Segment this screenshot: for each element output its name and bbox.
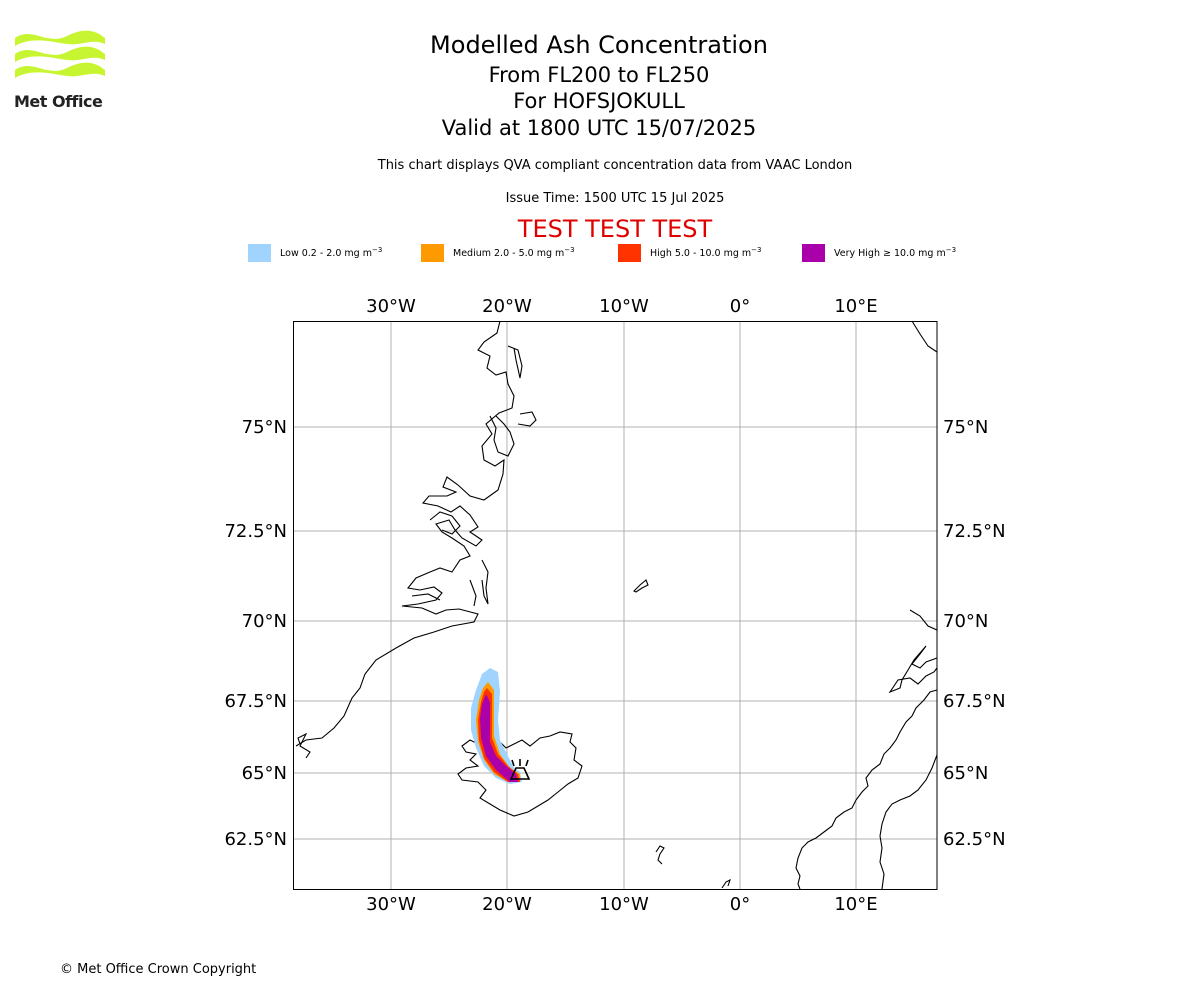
legend-label-low: Low 0.2 - 2.0 mg m−3 <box>280 246 383 260</box>
lat-label-right: 65°N <box>943 763 988 784</box>
logo-waves-icon <box>15 30 105 78</box>
lat-label-right: 72.5°N <box>943 521 1006 542</box>
chart-title: Modelled Ash Concentration <box>430 31 768 59</box>
lon-label-top: 0° <box>730 296 750 317</box>
jan-mayen-coastline <box>633 579 649 593</box>
lat-label-left: 62.5°N <box>224 829 287 850</box>
ash-zone-very-high <box>480 694 518 782</box>
greenland-coastline <box>295 320 515 747</box>
legend-item-medium: Medium 2.0 - 5.0 mg m−3 <box>421 243 575 263</box>
copyright: © Met Office Crown Copyright <box>60 962 257 977</box>
iceland-coastline <box>457 731 583 817</box>
lat-label-right: 62.5°N <box>943 829 1006 850</box>
legend-item-high: High 5.0 - 10.0 mg m−3 <box>618 243 762 263</box>
coastlines <box>295 320 938 890</box>
legend-swatch-high <box>618 244 641 262</box>
lon-labels-bottom: 30°W 20°W 10°W 0° 10°E <box>366 894 877 915</box>
flight-level-range: From FL200 to FL250 <box>488 63 710 87</box>
lon-label-bottom: 0° <box>730 894 750 915</box>
volcano-name: For HOFSJOKULL <box>513 89 685 113</box>
lon-label-bottom: 10°E <box>834 894 877 915</box>
lon-label-top: 20°W <box>482 296 532 317</box>
lon-label-top: 10°W <box>599 296 649 317</box>
volcano-icon <box>509 759 531 780</box>
legend-item-very-high: Very High ≥ 10.0 mg m−3 <box>802 243 956 263</box>
met-office-logo <box>12 28 112 94</box>
lon-label-bottom: 20°W <box>482 894 532 915</box>
valid-time: Valid at 1800 UTC 15/07/2025 <box>441 116 757 140</box>
lat-label-left: 72.5°N <box>224 521 287 542</box>
shetland-coastline <box>721 878 731 889</box>
legend: Low 0.2 - 2.0 mg m−3 Medium 2.0 - 5.0 mg… <box>0 243 1200 265</box>
lat-label-right: 70°N <box>943 611 988 632</box>
test-banner: TEST TEST TEST <box>517 215 713 243</box>
issue-time: Issue Time: 1500 UTC 15 Jul 2025 <box>505 191 725 206</box>
lat-labels-left: 75°N 72.5°N 70°N 67.5°N 65°N 62.5°N <box>224 417 287 850</box>
legend-label-medium: Medium 2.0 - 5.0 mg m−3 <box>453 246 575 260</box>
lat-label-left: 70°N <box>242 611 287 632</box>
legend-swatch-low <box>248 244 271 262</box>
legend-swatch-very-high <box>802 244 825 262</box>
logo-text: Met Office <box>14 92 103 111</box>
map-gridlines <box>293 321 937 889</box>
qva-note: This chart displays QVA compliant concen… <box>377 158 853 173</box>
legend-swatch-medium <box>421 244 444 262</box>
legend-label-very-high: Very High ≥ 10.0 mg m−3 <box>834 246 957 260</box>
lon-label-bottom: 30°W <box>366 894 416 915</box>
lat-labels-right: 75°N 72.5°N 70°N 67.5°N 65°N 62.5°N <box>943 417 1006 850</box>
faroe-coastline <box>655 845 665 865</box>
map-frame <box>293 321 938 890</box>
legend-item-low: Low 0.2 - 2.0 mg m−3 <box>248 243 382 263</box>
lon-label-top: 10°E <box>834 296 877 317</box>
legend-label-high: High 5.0 - 10.0 mg m−3 <box>650 246 762 260</box>
norway-coastline <box>795 645 938 890</box>
lon-label-bottom: 10°W <box>599 894 649 915</box>
lon-labels-top: 30°W 20°W 10°W 0° 10°E <box>366 296 877 317</box>
lat-label-right: 75°N <box>943 417 988 438</box>
lat-label-left: 67.5°N <box>224 691 287 712</box>
lat-label-right: 67.5°N <box>943 691 1006 712</box>
lon-label-top: 30°W <box>366 296 416 317</box>
ash-plume <box>471 668 522 784</box>
lat-label-left: 65°N <box>242 763 287 784</box>
lat-label-left: 75°N <box>242 417 287 438</box>
